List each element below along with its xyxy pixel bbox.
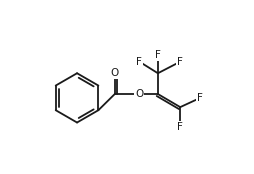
Text: F: F	[177, 57, 183, 67]
Text: F: F	[155, 50, 161, 60]
Text: F: F	[136, 57, 142, 67]
Text: F: F	[197, 93, 203, 103]
Text: F: F	[177, 122, 183, 132]
Text: O: O	[111, 68, 119, 78]
Text: O: O	[135, 89, 144, 99]
